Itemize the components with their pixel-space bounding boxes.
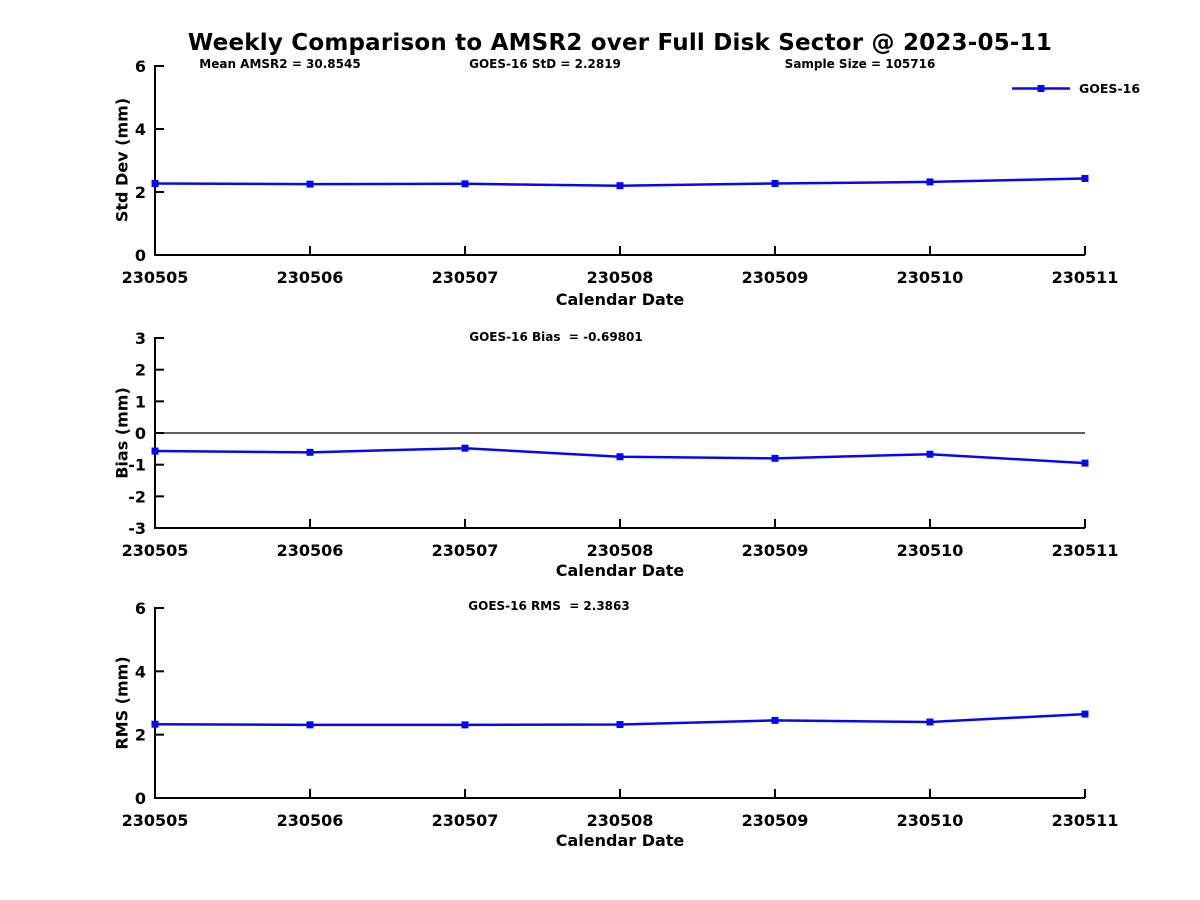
mean-amsr2-annotation: Mean AMSR2 = 30.8545 (199, 57, 361, 71)
stddev-data-marker (616, 182, 624, 190)
bias-xtick-label: 230505 (122, 541, 189, 560)
rms-data-marker (616, 721, 624, 729)
rms-xtick-label: 230506 (277, 811, 344, 830)
rms-data-marker (461, 721, 469, 729)
rms-ytick-label: 0 (135, 789, 146, 808)
stddev-xtick-label: 230510 (897, 268, 964, 287)
bias-data-marker (461, 444, 469, 452)
rms-xtick-label: 230510 (897, 811, 964, 830)
stddev-axes-spines (154, 65, 1085, 256)
stddev-data-marker (926, 178, 934, 186)
stddev-x-axis-label: Calendar Date (555, 290, 685, 309)
bias-data-marker (306, 448, 314, 456)
rms-x-axis-label: Calendar Date (555, 831, 685, 850)
bias-data-marker (926, 450, 934, 458)
rms-axes-spines (154, 607, 1085, 799)
rms-xtick-label: 230505 (122, 811, 189, 830)
stddev-plot: 0 2 4 6 230505 230506 230507 230508 230509 230510… (122, 57, 1119, 287)
bias-xtick-label: 230506 (277, 541, 344, 560)
stddev-ytick-label: 6 (135, 57, 146, 76)
stddev-data-marker (461, 180, 469, 188)
bias-data-marker (1081, 459, 1089, 467)
bias-x-axis-label: Calendar Date (555, 561, 685, 580)
bias-xtick-label: 230510 (897, 541, 964, 560)
stddev-ytick-label: 2 (135, 183, 146, 202)
bias-ytick-label: 3 (135, 329, 146, 348)
goes16-bias-annotation: GOES-16 Bias = -0.69801 (469, 330, 643, 344)
rms-plot: 0 2 4 6 230505 230506 230507 230508 230509 230510… (122, 599, 1119, 830)
bias-ytick-label: 1 (135, 392, 146, 411)
stddev-xtick-label: 230506 (277, 268, 344, 287)
bias-ytick-label: 0 (135, 424, 146, 443)
stddev-xtick-label: 230508 (587, 268, 654, 287)
stddev-xtick-label: 230511 (1052, 268, 1119, 287)
bias-xtick-label: 230511 (1052, 541, 1119, 560)
bias-xtick-label: 230507 (432, 541, 499, 560)
bias-xtick-label: 230508 (587, 541, 654, 560)
bias-ytick-label: -1 (128, 456, 146, 475)
goes16-std-annotation: GOES-16 StD = 2.2819 (469, 57, 621, 71)
rms-data-marker (926, 718, 934, 726)
bias-y-axis-label: Bias (mm) (112, 387, 132, 479)
bias-ytick-label: -2 (128, 487, 146, 506)
stddev-data-marker (1081, 174, 1089, 182)
bias-plot: 3 2 1 0 -1 -2 -3 230505 230506 230507 230508 230509… (122, 329, 1119, 560)
bias-ytick-label: 2 (135, 361, 146, 380)
stddev-ytick-label: 0 (135, 246, 146, 265)
legend-label: GOES-16 (1079, 80, 1141, 96)
rms-y-axis-label: RMS (mm) (112, 656, 132, 750)
stddev-xtick-label: 230509 (742, 268, 809, 287)
stddev-y-axis-label: Std Dev (mm) (112, 97, 132, 223)
rms-data-marker (306, 721, 314, 729)
stddev-xtick-label: 230507 (432, 268, 499, 287)
bias-data-marker (616, 453, 624, 461)
stddev-data-marker (306, 180, 314, 188)
rms-data-marker (1081, 710, 1089, 718)
stddev-data-marker (151, 179, 159, 187)
rms-data-marker (151, 720, 159, 728)
bias-data-marker (151, 447, 159, 455)
sample-size-annotation: Sample Size = 105716 (784, 57, 936, 71)
rms-xtick-label: 230507 (432, 811, 499, 830)
rms-xtick-label: 230511 (1052, 811, 1119, 830)
goes16-rms-annotation: GOES-16 RMS = 2.3863 (468, 599, 630, 613)
stddev-ytick-label: 4 (135, 120, 146, 139)
rms-ytick-label: 6 (135, 599, 146, 618)
bias-data-marker (771, 454, 779, 462)
rms-ytick-label: 4 (135, 662, 146, 681)
figure-title: Weekly Comparison to AMSR2 over Full Dis… (187, 30, 1053, 56)
rms-xtick-label: 230509 (742, 811, 809, 830)
bias-xtick-label: 230509 (742, 541, 809, 560)
legend-line-marker-icon (1012, 84, 1070, 92)
rms-data-marker (771, 716, 779, 724)
stddev-data-marker (771, 179, 779, 187)
rms-xtick-label: 230508 (587, 811, 654, 830)
stddev-xtick-label: 230505 (122, 268, 189, 287)
bias-ytick-label: -3 (128, 519, 146, 538)
rms-ytick-label: 2 (135, 726, 146, 745)
legend: GOES-16 (1012, 80, 1140, 96)
